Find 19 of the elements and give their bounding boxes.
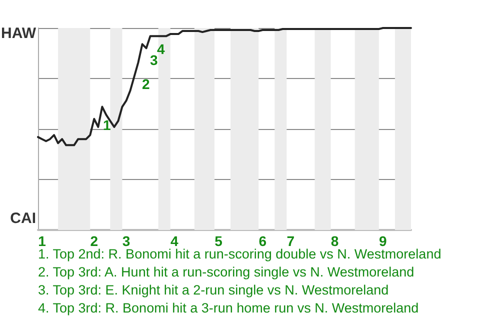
x-tick-label: 2	[90, 233, 98, 249]
text: 3. Top 3rd: E. Knight hit a 2-run single vs N. Westmoreland	[38, 282, 389, 298]
annotation: 4	[157, 41, 165, 57]
text: 2. Top 3rd: A. Hunt hit a run-scoring single vs N. Westmoreland	[38, 264, 414, 280]
x-tick-label: 1	[38, 233, 46, 249]
annotation: 1	[103, 117, 111, 133]
text: HAW	[1, 25, 37, 42]
x-tick-label: 5	[214, 233, 223, 249]
x-tick-label: 9	[379, 233, 388, 249]
annotation: 2	[142, 76, 150, 92]
x-tick-label: 8	[330, 233, 339, 249]
text: CAI	[10, 210, 36, 227]
text: 4. Top 3rd: R. Bonomi hit a 3-run home run vs N. Westmoreland	[38, 300, 419, 316]
annotation: 3	[150, 52, 158, 68]
x-tick-label: 3	[122, 233, 130, 249]
x-tick-label: 6	[258, 233, 267, 249]
text: 1. Top 2nd: R. Bonomi hit a run-scoring double vs N. Westmoreland	[38, 246, 442, 262]
x-tick-label: 7	[286, 233, 295, 249]
x-tick-label: 4	[170, 233, 178, 249]
